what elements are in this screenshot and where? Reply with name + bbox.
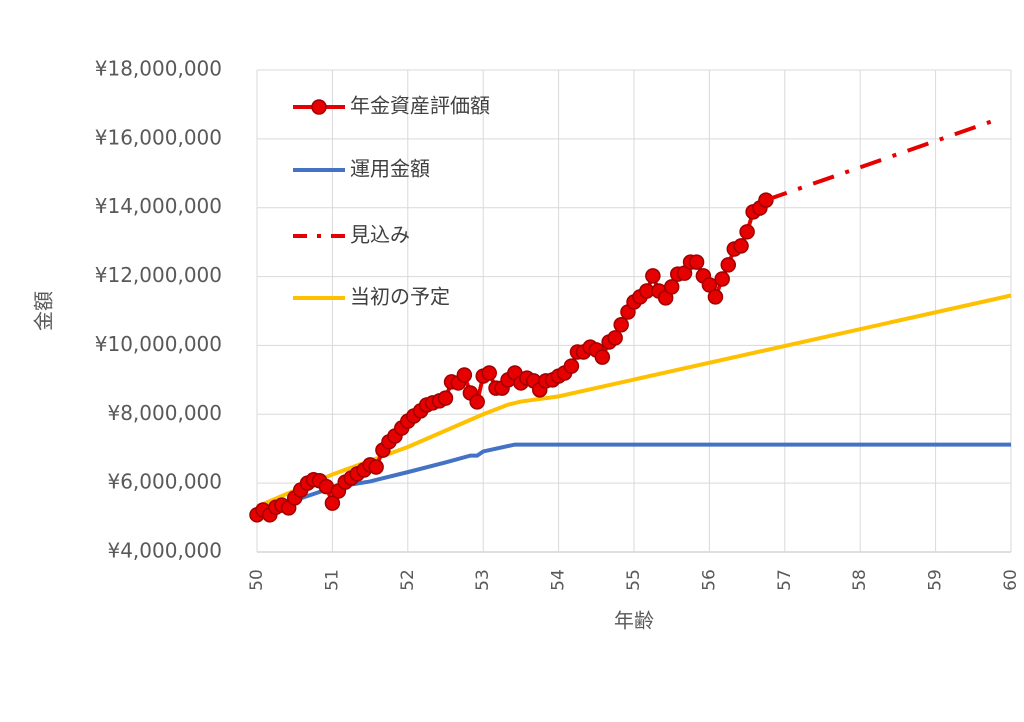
y-tick-label: ¥8,000,000	[107, 401, 222, 425]
x-tick-label: 55	[624, 569, 644, 591]
line	[255, 198, 768, 518]
marker	[594, 349, 611, 365]
line	[256, 293, 1012, 509]
marker	[688, 254, 705, 270]
x-tick-label: 57	[775, 569, 795, 591]
marker	[739, 224, 755, 240]
x-tick-label: 51	[322, 569, 342, 591]
legend-marker	[311, 99, 327, 115]
marker	[645, 268, 661, 284]
x-tick-label: 52	[398, 569, 418, 591]
x-tick-label: 60	[1001, 569, 1021, 591]
marker	[720, 257, 736, 273]
y-tick-label: ¥10,000,000	[95, 332, 222, 356]
marker	[701, 277, 718, 293]
y-tick-label: ¥16,000,000	[95, 125, 222, 149]
x-tick-label: 56	[699, 569, 719, 591]
legend-label: 当初の予定	[350, 285, 450, 309]
y-axis-title: 金額	[32, 291, 56, 331]
y-tick-label: ¥14,000,000	[95, 194, 222, 218]
x-tick-label: 58	[850, 569, 870, 591]
x-tick-label: 59	[926, 569, 946, 591]
y-tick-label: ¥6,000,000	[107, 470, 222, 494]
x-tick-label: 54	[549, 569, 569, 591]
legend-label: 運用金額	[350, 157, 430, 181]
marker	[733, 238, 749, 254]
marker	[324, 495, 341, 511]
legend-label: 見込み	[350, 223, 410, 247]
marker	[613, 317, 629, 333]
marker	[437, 390, 454, 406]
marker	[663, 279, 680, 295]
x-tick-label: 53	[473, 569, 493, 591]
legend-label: 年金資産評価額	[350, 94, 490, 118]
marker	[368, 459, 384, 475]
marker	[456, 367, 473, 383]
line	[765, 118, 997, 203]
y-tick-label: ¥12,000,000	[95, 263, 222, 287]
x-tick-label: 50	[247, 569, 267, 591]
marker	[469, 394, 485, 410]
x-axis-title: 年齢	[614, 609, 654, 633]
marker	[607, 330, 623, 346]
marker	[714, 271, 730, 287]
y-tick-label: ¥4,000,000	[107, 539, 222, 563]
marker	[563, 358, 580, 374]
y-tick-label: ¥18,000,000	[95, 57, 222, 81]
marker	[707, 289, 724, 305]
line	[256, 442, 1011, 514]
marker	[481, 365, 497, 381]
